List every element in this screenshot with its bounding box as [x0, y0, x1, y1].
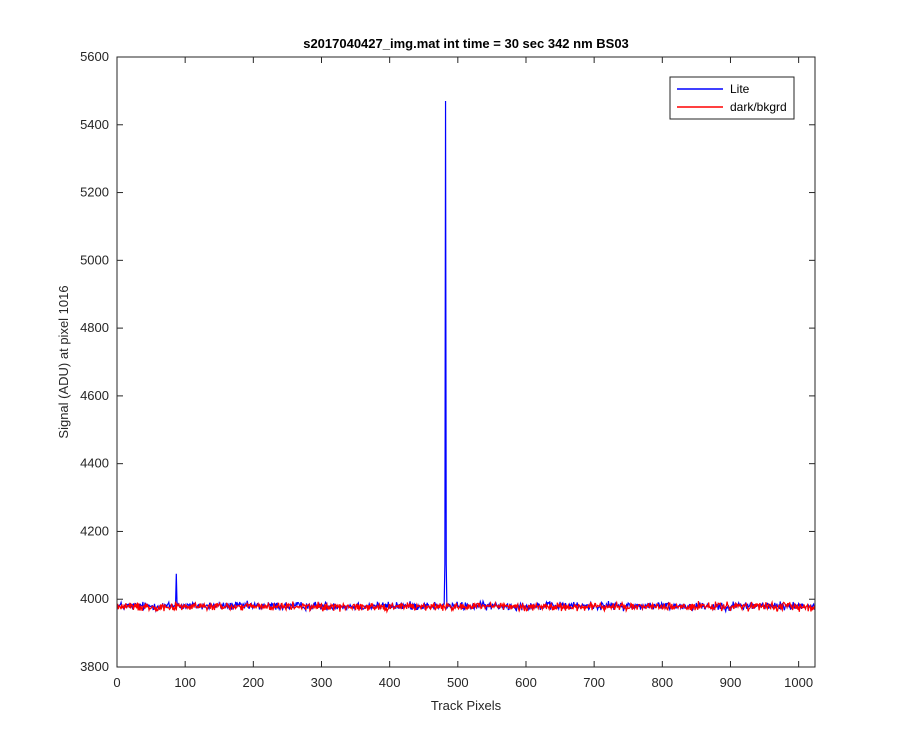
plot-area — [117, 57, 815, 667]
x-tick-label: 1000 — [784, 675, 813, 690]
y-axis: 3800 4000 4200 4400 4600 4800 5000 5200 5400 5600 — [80, 49, 815, 674]
x-tick-label: 100 — [174, 675, 196, 690]
y-tick-label: 4800 — [80, 320, 109, 335]
y-tick-label: 5200 — [80, 185, 109, 200]
y-axis-label: Signal (ADU) at pixel 1016 — [56, 285, 71, 438]
legend-label-dark: dark/bkgrd — [730, 100, 787, 114]
y-tick-label: 3800 — [80, 659, 109, 674]
x-tick-label: 400 — [379, 675, 401, 690]
chart-title: s2017040427_img.mat int time = 30 sec 34… — [303, 36, 629, 51]
legend: Lite dark/bkgrd — [669, 76, 795, 120]
y-tick-label: 5600 — [80, 49, 109, 64]
x-tick-label: 500 — [447, 675, 469, 690]
series-line-dark-bkgrd — [117, 599, 815, 614]
x-tick-label: 300 — [311, 675, 333, 690]
series-group — [117, 101, 815, 614]
x-tick-label: 0 — [113, 675, 120, 690]
x-tick-label: 600 — [515, 675, 537, 690]
y-tick-label: 4200 — [80, 523, 109, 538]
legend-box — [669, 76, 795, 120]
x-tick-label: 700 — [583, 675, 605, 690]
x-axis: 0 100 200 300 400 500 600 700 800 900 1000 — [113, 57, 813, 690]
x-tick-label: 800 — [651, 675, 673, 690]
axes-box — [116, 56, 816, 668]
y-tick-label: 5000 — [80, 252, 109, 267]
legend-label-lite: Lite — [730, 82, 750, 96]
x-axis-label: Track Pixels — [431, 698, 502, 713]
x-tick-label: 200 — [242, 675, 264, 690]
y-tick-label: 5400 — [80, 117, 109, 132]
y-tick-label: 4400 — [80, 456, 109, 471]
x-tick-label: 900 — [720, 675, 742, 690]
y-tick-label: 4000 — [80, 591, 109, 606]
y-tick-label: 4600 — [80, 388, 109, 403]
